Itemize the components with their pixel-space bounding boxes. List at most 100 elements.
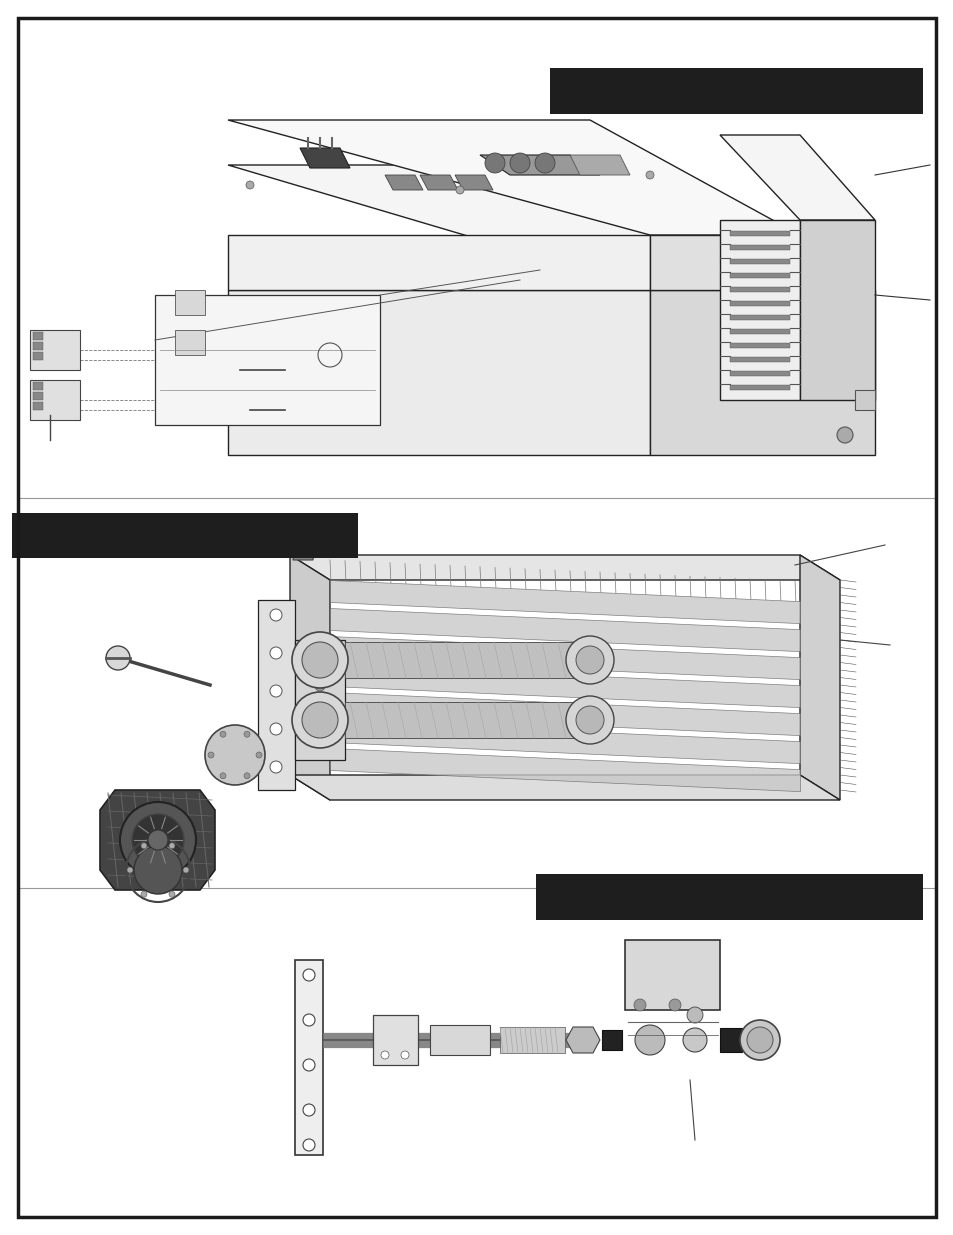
Circle shape xyxy=(292,632,348,688)
Polygon shape xyxy=(290,776,840,800)
Polygon shape xyxy=(720,220,800,400)
Circle shape xyxy=(106,646,130,671)
Bar xyxy=(729,273,789,278)
Bar xyxy=(499,1028,564,1053)
Polygon shape xyxy=(100,790,214,890)
Polygon shape xyxy=(293,540,314,559)
Bar xyxy=(729,357,789,362)
Circle shape xyxy=(565,636,614,684)
Circle shape xyxy=(682,1028,706,1052)
Circle shape xyxy=(220,731,226,737)
Circle shape xyxy=(314,718,325,727)
Circle shape xyxy=(303,1058,314,1071)
Circle shape xyxy=(456,186,463,194)
Polygon shape xyxy=(649,235,800,290)
Bar xyxy=(729,370,789,375)
Circle shape xyxy=(244,731,250,737)
Bar xyxy=(729,385,789,390)
Bar xyxy=(294,960,323,1155)
Bar xyxy=(729,245,789,249)
Bar xyxy=(174,330,205,354)
Circle shape xyxy=(314,680,325,692)
Circle shape xyxy=(303,1139,314,1151)
Polygon shape xyxy=(800,555,840,800)
Polygon shape xyxy=(385,175,422,190)
Circle shape xyxy=(302,642,337,678)
Bar xyxy=(154,295,379,425)
Circle shape xyxy=(303,1014,314,1026)
Polygon shape xyxy=(569,156,629,175)
Circle shape xyxy=(133,846,182,894)
Polygon shape xyxy=(290,555,840,580)
Circle shape xyxy=(314,735,325,745)
Bar xyxy=(729,343,789,348)
Circle shape xyxy=(244,773,250,779)
Polygon shape xyxy=(228,165,874,290)
Polygon shape xyxy=(479,156,599,175)
Polygon shape xyxy=(345,701,589,739)
Circle shape xyxy=(400,1051,409,1058)
Circle shape xyxy=(510,153,530,173)
Bar xyxy=(33,403,43,410)
Bar xyxy=(729,329,789,333)
Circle shape xyxy=(303,1104,314,1116)
Circle shape xyxy=(255,752,262,758)
Polygon shape xyxy=(257,600,294,790)
Circle shape xyxy=(668,999,680,1011)
Bar xyxy=(729,301,789,306)
Circle shape xyxy=(380,1051,389,1058)
Circle shape xyxy=(208,752,213,758)
Circle shape xyxy=(535,153,555,173)
Circle shape xyxy=(314,663,325,673)
Bar xyxy=(30,330,80,370)
Polygon shape xyxy=(455,175,493,190)
Circle shape xyxy=(484,153,504,173)
Circle shape xyxy=(565,697,614,743)
Circle shape xyxy=(686,1007,702,1023)
Polygon shape xyxy=(800,220,874,400)
Circle shape xyxy=(270,609,282,621)
Circle shape xyxy=(576,646,603,674)
Polygon shape xyxy=(228,235,649,290)
Circle shape xyxy=(314,699,325,709)
Circle shape xyxy=(169,892,174,898)
Circle shape xyxy=(746,1028,772,1053)
Circle shape xyxy=(270,685,282,697)
Circle shape xyxy=(292,692,348,748)
Circle shape xyxy=(220,773,226,779)
Bar xyxy=(33,342,43,350)
Bar xyxy=(33,382,43,390)
Polygon shape xyxy=(854,390,874,410)
Bar xyxy=(33,352,43,359)
Bar xyxy=(601,1030,621,1050)
Circle shape xyxy=(270,761,282,773)
Polygon shape xyxy=(345,642,589,678)
Polygon shape xyxy=(720,135,874,220)
Circle shape xyxy=(183,867,189,873)
Circle shape xyxy=(132,814,184,866)
Bar xyxy=(729,315,789,320)
Polygon shape xyxy=(299,148,350,168)
Circle shape xyxy=(246,182,253,189)
Bar xyxy=(729,287,789,291)
Bar xyxy=(729,259,789,264)
Bar xyxy=(33,332,43,340)
Circle shape xyxy=(634,999,645,1011)
Polygon shape xyxy=(565,1028,599,1053)
Circle shape xyxy=(645,170,654,179)
Bar xyxy=(720,1028,741,1052)
Circle shape xyxy=(302,701,337,739)
Bar xyxy=(12,513,357,558)
Bar xyxy=(174,290,205,315)
Circle shape xyxy=(836,427,852,443)
Bar xyxy=(729,231,789,236)
Circle shape xyxy=(141,842,147,848)
Polygon shape xyxy=(228,120,800,235)
Bar xyxy=(536,874,923,920)
Circle shape xyxy=(141,892,147,898)
Circle shape xyxy=(205,725,265,785)
Circle shape xyxy=(270,722,282,735)
Bar xyxy=(33,391,43,400)
Bar xyxy=(624,940,720,1010)
Polygon shape xyxy=(228,290,649,454)
